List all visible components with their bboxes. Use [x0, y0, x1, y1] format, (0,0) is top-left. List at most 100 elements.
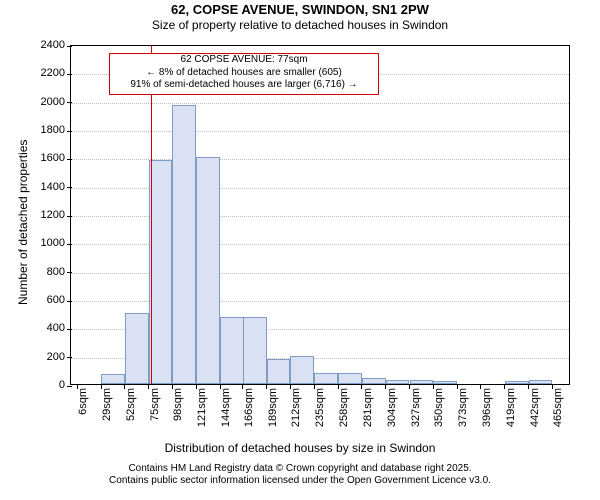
- x-tick-mark: [552, 384, 553, 389]
- histogram-bar: [505, 381, 529, 384]
- y-tick-mark: [67, 131, 72, 132]
- gridline: [71, 131, 569, 132]
- histogram-bar: [386, 380, 410, 384]
- x-tick-label: 121sqm: [196, 388, 208, 427]
- x-tick-label: 6sqm: [77, 388, 89, 415]
- x-tick-label: 304sqm: [386, 388, 398, 427]
- gridline: [71, 273, 569, 274]
- x-tick-label: 189sqm: [267, 388, 279, 427]
- y-tick-label: 600: [47, 294, 65, 306]
- histogram-bar: [338, 373, 362, 384]
- x-tick-label: 419sqm: [505, 388, 517, 427]
- x-tick-mark: [196, 384, 197, 389]
- y-tick-label: 1200: [41, 209, 65, 221]
- x-tick-label: 235sqm: [314, 388, 326, 427]
- y-tick-label: 1600: [41, 152, 65, 164]
- x-tick-mark: [409, 384, 410, 389]
- gridline: [71, 301, 569, 302]
- x-tick-mark: [124, 384, 125, 389]
- y-tick-mark: [67, 216, 72, 217]
- annotation-line1: 62 COPSE AVENUE: 77sqm: [110, 54, 378, 67]
- x-tick-label: 258sqm: [338, 388, 350, 427]
- x-tick-mark: [290, 384, 291, 389]
- x-tick-label: 52sqm: [125, 388, 137, 421]
- x-tick-mark: [504, 384, 505, 389]
- chart-title-line1: 62, COPSE AVENUE, SWINDON, SN1 2PW: [0, 2, 600, 17]
- x-tick-mark: [457, 384, 458, 389]
- histogram-bar: [101, 374, 125, 384]
- y-tick-label: 2200: [41, 67, 65, 79]
- histogram-bar: [196, 157, 220, 384]
- x-tick-label: 166sqm: [243, 388, 255, 427]
- y-tick-mark: [67, 272, 72, 273]
- histogram-bar: [314, 373, 338, 384]
- x-axis-label: Distribution of detached houses by size …: [0, 441, 600, 455]
- histogram-bar: [125, 313, 149, 384]
- y-tick-label: 2400: [41, 39, 65, 51]
- y-tick-label: 200: [47, 351, 65, 363]
- x-tick-mark: [480, 384, 481, 389]
- x-tick-mark: [338, 384, 339, 389]
- annotation-line2: ← 8% of detached houses are smaller (605…: [110, 67, 378, 80]
- gridline: [71, 216, 569, 217]
- y-tick-label: 0: [59, 379, 65, 391]
- x-tick-label: 144sqm: [220, 388, 232, 427]
- x-tick-mark: [148, 384, 149, 389]
- histogram-bar: [410, 380, 434, 384]
- footer-line1: Contains HM Land Registry data © Crown c…: [0, 463, 600, 475]
- footer-credits: Contains HM Land Registry data © Crown c…: [0, 463, 600, 487]
- y-tick-label: 2000: [41, 96, 65, 108]
- x-tick-label: 350sqm: [433, 388, 445, 427]
- y-tick-label: 1000: [41, 237, 65, 249]
- histogram-bar: [172, 105, 196, 384]
- x-tick-label: 75sqm: [149, 388, 161, 421]
- x-tick-label: 98sqm: [172, 388, 184, 421]
- x-tick-mark: [77, 384, 78, 389]
- y-tick-mark: [67, 46, 72, 47]
- x-tick-label: 212sqm: [290, 388, 302, 427]
- y-tick-mark: [67, 386, 72, 387]
- histogram-bar: [290, 356, 314, 384]
- histogram-bar: [149, 160, 173, 384]
- y-tick-label: 1400: [41, 181, 65, 193]
- x-tick-mark: [361, 384, 362, 389]
- annotation-line3: 91% of semi-detached houses are larger (…: [110, 79, 378, 92]
- x-tick-mark: [385, 384, 386, 389]
- x-tick-mark: [314, 384, 315, 389]
- x-tick-label: 442sqm: [529, 388, 541, 427]
- histogram-bar: [267, 359, 291, 385]
- gridline: [71, 159, 569, 160]
- x-tick-mark: [220, 384, 221, 389]
- figure: { "titles": { "line1": "62, COPSE AVENUE…: [0, 0, 600, 500]
- x-tick-mark: [266, 384, 267, 389]
- x-tick-mark: [528, 384, 529, 389]
- footer-line2: Contains public sector information licen…: [0, 475, 600, 487]
- gridline: [71, 103, 569, 104]
- x-tick-label: 396sqm: [481, 388, 493, 427]
- x-tick-label: 465sqm: [552, 388, 564, 427]
- annotation-box: 62 COPSE AVENUE: 77sqm ← 8% of detached …: [109, 53, 379, 95]
- histogram-bar: [362, 378, 386, 384]
- y-tick-mark: [67, 102, 72, 103]
- histogram-bar: [220, 317, 244, 384]
- x-tick-mark: [242, 384, 243, 389]
- x-tick-label: 327sqm: [410, 388, 422, 427]
- y-tick-mark: [67, 74, 72, 75]
- y-axis-label: Number of detached properties: [16, 140, 30, 305]
- y-tick-label: 800: [47, 266, 65, 278]
- x-tick-mark: [433, 384, 434, 389]
- y-tick-mark: [67, 244, 72, 245]
- y-tick-mark: [67, 329, 72, 330]
- gridline: [71, 244, 569, 245]
- y-tick-label: 1800: [41, 124, 65, 136]
- x-tick-label: 373sqm: [457, 388, 469, 427]
- plot-area: 62 COPSE AVENUE: 77sqm ← 8% of detached …: [70, 45, 570, 385]
- y-tick-mark: [67, 159, 72, 160]
- gridline: [71, 188, 569, 189]
- histogram-bar: [243, 317, 267, 384]
- histogram-bar: [529, 380, 553, 384]
- x-tick-mark: [172, 384, 173, 389]
- x-tick-label: 29sqm: [101, 388, 113, 421]
- y-tick-label: 400: [47, 322, 65, 334]
- x-tick-label: 281sqm: [362, 388, 374, 427]
